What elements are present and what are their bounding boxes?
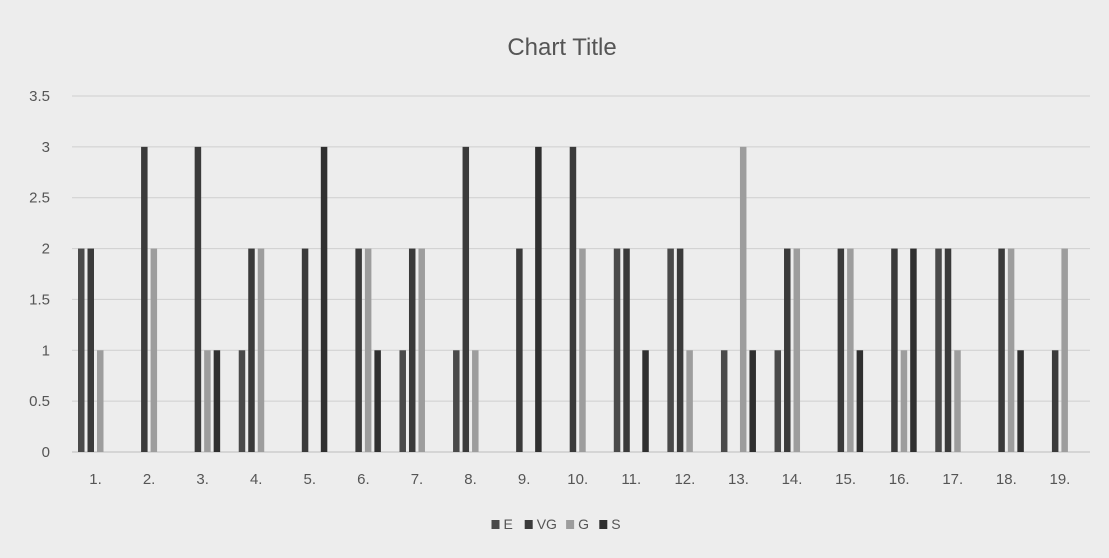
x-category-label: 16. (889, 471, 910, 488)
bar-e-11 (613, 248, 621, 452)
x-category-label: 12. (674, 471, 695, 488)
x-axis-categories: 1. 2. 3. 4. 5. 6. 7. 8. 9. 10. 11. 12. 13. 14. 15. 16. 1… (89, 471, 1070, 488)
bar-g-7 (418, 248, 425, 452)
bar-g-15 (847, 248, 854, 452)
bar-vg-16 (891, 248, 898, 452)
legend-swatch-s (599, 520, 608, 529)
x-category-label: 19. (1049, 471, 1070, 488)
bar-vg-8 (462, 146, 470, 452)
bar-e-14 (774, 350, 782, 452)
bar-g-17 (954, 350, 961, 452)
bar-vg-11 (623, 248, 630, 452)
y-tick-label: 1.5 (29, 291, 50, 308)
legend-label-e: E (504, 516, 513, 532)
bar-g-12 (686, 350, 693, 452)
bar-vg-10 (569, 146, 577, 452)
bar-vg-7 (408, 248, 416, 452)
bar-g-4 (257, 248, 265, 452)
bar-vg-14 (784, 248, 791, 452)
bar-s-15 (856, 350, 864, 452)
x-category-label: 2. (143, 471, 156, 488)
chart-title: Chart Title (507, 34, 616, 61)
x-category-label: 8. (464, 471, 477, 488)
bar-e-7 (399, 350, 406, 452)
bar-g-13 (739, 146, 747, 452)
y-tick-label: 1 (42, 342, 50, 359)
legend-label-s: S (611, 516, 620, 532)
y-tick-label: 0 (42, 444, 50, 461)
x-category-label: 11. (621, 471, 641, 488)
bar-g-16 (900, 350, 908, 452)
bar-s-18 (1017, 350, 1024, 452)
bar-g-14 (793, 248, 801, 452)
bar-e-17 (935, 248, 942, 452)
bar-vg-1 (87, 248, 94, 452)
x-category-label: 7. (411, 471, 424, 488)
x-category-label: 5. (304, 471, 317, 488)
bar-g-8 (472, 350, 479, 452)
bar-vg-18 (998, 248, 1005, 452)
bar-s-13 (749, 350, 756, 452)
legend: E VG G S (491, 516, 621, 532)
bar-e-12 (667, 248, 674, 452)
x-category-label: 4. (250, 471, 263, 488)
x-category-label: 17. (942, 471, 963, 488)
legend-label-g: G (578, 516, 589, 532)
x-category-label: 18. (996, 471, 1017, 488)
bar-s-6 (374, 350, 381, 452)
bar-vg-5 (301, 248, 309, 452)
x-category-label: 6. (357, 471, 370, 488)
bar-g-3 (204, 350, 211, 452)
bar-vg-9 (516, 248, 523, 452)
legend-swatch-vg (524, 520, 533, 529)
bar-vg-4 (248, 248, 255, 452)
bar-s-3 (213, 350, 221, 452)
bar-s-5 (320, 146, 328, 452)
bar-s-16 (910, 248, 917, 452)
bar-vg-2 (141, 146, 148, 452)
bar-s-9 (535, 146, 542, 452)
x-category-label: 9. (518, 471, 531, 488)
x-category-label: 1. (89, 471, 102, 488)
bar-vg-15 (837, 248, 845, 452)
y-tick-label: 2 (42, 241, 50, 258)
bar-g-2 (150, 248, 158, 452)
x-category-label: 15. (835, 471, 856, 488)
y-axis-ticks: 0 0.5 1 1.5 2 2.5 3 3.5 (29, 88, 50, 461)
bars (78, 146, 1068, 452)
bar-g-18 (1007, 248, 1015, 452)
bar-vg-17 (944, 248, 952, 452)
bar-e-8 (453, 350, 460, 452)
x-category-label: 10. (567, 471, 588, 488)
bar-e-4 (238, 350, 246, 452)
legend-label-vg: VG (537, 516, 557, 532)
bar-vg-3 (194, 146, 202, 452)
bar-s-11 (642, 350, 649, 452)
x-category-label: 3. (196, 471, 209, 488)
bar-vg-19 (1051, 350, 1059, 452)
bar-g-6 (364, 248, 372, 452)
y-tick-label: 3.5 (29, 88, 50, 105)
x-category-label: 14. (782, 471, 803, 488)
bar-e-1 (78, 248, 85, 452)
bar-g-10 (579, 248, 586, 452)
y-tick-label: 3 (42, 139, 50, 156)
bar-e-13 (720, 350, 728, 452)
legend-swatch-g (566, 520, 575, 529)
x-category-label: 13. (728, 471, 749, 488)
y-tick-label: 0.5 (29, 393, 50, 410)
bar-g-1 (97, 350, 104, 452)
bar-vg-6 (355, 248, 362, 452)
legend-swatch-e (491, 520, 500, 529)
bar-g-19 (1061, 248, 1068, 452)
bar-vg-12 (676, 248, 684, 452)
y-tick-label: 2.5 (29, 190, 50, 207)
